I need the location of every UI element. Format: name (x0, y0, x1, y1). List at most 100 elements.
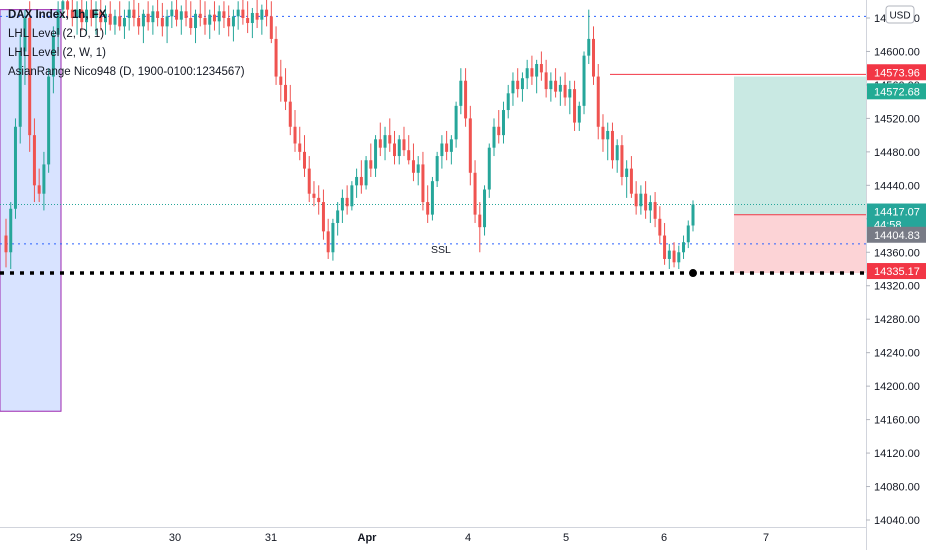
candle[interactable] (464, 80, 468, 119)
candle[interactable] (170, 9, 174, 17)
candle[interactable] (288, 101, 292, 127)
candle[interactable] (402, 139, 406, 151)
candle[interactable] (473, 172, 477, 215)
candle[interactable] (108, 13, 112, 25)
candle[interactable] (13, 126, 17, 209)
candle[interactable] (393, 143, 397, 157)
candle[interactable] (175, 9, 179, 20)
candle[interactable] (644, 193, 648, 211)
candle[interactable] (435, 156, 439, 182)
candle[interactable] (312, 193, 316, 198)
candle[interactable] (61, 1, 65, 10)
price-tag[interactable] (867, 263, 926, 280)
candle[interactable] (535, 64, 539, 77)
candle[interactable] (37, 185, 41, 194)
candle[interactable] (501, 110, 505, 136)
candle[interactable] (487, 147, 491, 190)
candle[interactable] (658, 218, 662, 236)
candle[interactable] (241, 9, 245, 18)
candle[interactable] (672, 250, 676, 263)
candle[interactable] (407, 150, 411, 161)
candle[interactable] (629, 168, 633, 194)
candle[interactable] (601, 126, 605, 140)
candle[interactable] (326, 231, 330, 253)
candle[interactable] (430, 181, 434, 215)
currency-badge[interactable] (885, 5, 915, 24)
candle[interactable] (606, 130, 610, 140)
candle[interactable] (80, 9, 84, 23)
candle[interactable] (440, 143, 444, 157)
candle[interactable] (421, 164, 425, 203)
legend-indicator-lhl-weekly[interactable]: LHL Level (2, W, 1) (8, 47, 107, 59)
candle[interactable] (610, 130, 614, 161)
candle[interactable] (549, 80, 553, 90)
candle[interactable] (231, 16, 235, 27)
candle[interactable] (203, 18, 207, 25)
legend-indicator-lhl-daily[interactable]: LHL Level (2, D, 1) (8, 28, 105, 40)
candle[interactable] (179, 11, 183, 20)
candle[interactable] (615, 145, 619, 161)
candle[interactable] (302, 151, 306, 169)
candle[interactable] (483, 189, 487, 228)
candle[interactable] (369, 160, 373, 169)
candle[interactable] (89, 9, 93, 18)
candle[interactable] (274, 38, 278, 77)
candle[interactable] (222, 11, 226, 18)
candle[interactable] (94, 11, 98, 18)
candle[interactable] (51, 34, 55, 77)
time-axis[interactable] (0, 527, 866, 550)
candle[interactable] (468, 118, 472, 173)
candle[interactable] (374, 139, 378, 169)
candle[interactable] (194, 13, 198, 29)
candle[interactable] (132, 9, 136, 18)
candle[interactable] (411, 160, 415, 173)
candle[interactable] (525, 68, 529, 79)
candle[interactable] (634, 193, 638, 207)
candle[interactable] (686, 225, 690, 243)
candle[interactable] (563, 84, 567, 98)
candle[interactable] (103, 13, 107, 23)
candle[interactable] (307, 168, 311, 194)
candle[interactable] (250, 12, 254, 24)
candle[interactable] (682, 242, 686, 253)
candle[interactable] (255, 12, 259, 20)
candle[interactable] (99, 11, 103, 23)
candle[interactable] (587, 38, 591, 56)
candle[interactable] (4, 235, 8, 253)
price-tag[interactable] (867, 64, 926, 81)
candle[interactable] (137, 18, 141, 27)
candle[interactable] (492, 126, 496, 148)
candle[interactable] (497, 126, 501, 136)
candle[interactable] (667, 250, 671, 259)
candle[interactable] (530, 68, 534, 77)
candle[interactable] (28, 18, 32, 136)
candle[interactable] (336, 210, 340, 223)
candle[interactable] (388, 135, 392, 144)
candle[interactable] (298, 143, 302, 152)
candle[interactable] (364, 160, 368, 186)
candle[interactable] (212, 14, 216, 22)
candle[interactable] (146, 13, 150, 23)
candle[interactable] (577, 105, 581, 123)
candle[interactable] (355, 176, 359, 186)
candle[interactable] (113, 16, 117, 25)
candle[interactable] (454, 105, 458, 140)
legend-symbol[interactable]: DAX Index, 1h, FX (8, 9, 107, 21)
candle[interactable] (127, 9, 131, 18)
candle[interactable] (293, 126, 297, 144)
price-tag[interactable] (867, 226, 926, 243)
candle[interactable] (516, 80, 520, 90)
candle[interactable] (478, 214, 482, 228)
candle[interactable] (66, 1, 70, 10)
candle[interactable] (160, 18, 164, 27)
candle[interactable] (625, 168, 629, 177)
candle[interactable] (573, 89, 577, 123)
candle[interactable] (691, 204, 695, 226)
candle[interactable] (445, 143, 449, 152)
candle[interactable] (165, 16, 169, 27)
candle[interactable] (520, 78, 524, 90)
candle[interactable] (32, 135, 36, 186)
candle[interactable] (350, 185, 354, 207)
